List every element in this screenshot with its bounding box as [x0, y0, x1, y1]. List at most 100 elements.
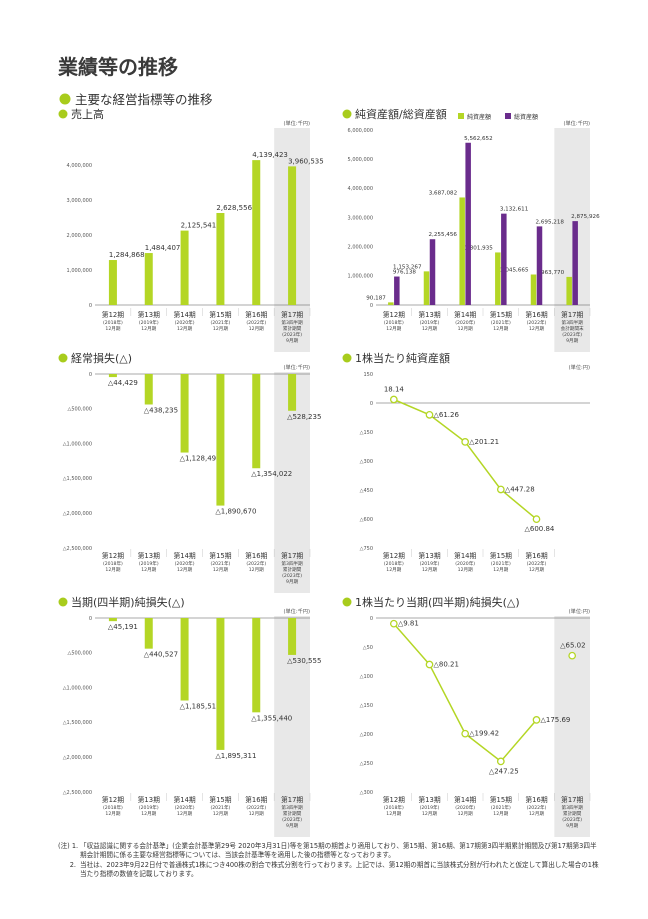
footnotes: (注) 1. 「収益認識に関する会計基準」(企業会計基準第29号 2020年3月… — [58, 842, 603, 880]
bar-net-assets — [566, 276, 572, 305]
data-point — [425, 410, 434, 419]
y-tick-label: 5,000,000 — [348, 157, 373, 163]
category-sublabel: 12月期 — [105, 811, 120, 817]
bar-net-assets — [495, 252, 501, 305]
chart-title: 売上高 — [71, 107, 104, 121]
chart-bullet-icon — [58, 353, 68, 363]
legend-label: 総資産額 — [514, 113, 538, 121]
bar-value-label: 963,770 — [541, 270, 565, 276]
bar — [216, 618, 225, 750]
bar-value-label: 2,255,456 — [429, 232, 458, 238]
category-sublabel: 9月期 — [566, 338, 579, 344]
shaded-column — [554, 128, 590, 352]
y-tick-label: △200 — [360, 732, 373, 738]
bar-value-label: △1,185,519 — [180, 703, 221, 711]
category-sublabel: (2021年) — [491, 319, 511, 326]
section-bullet-icon — [59, 93, 71, 105]
category-sublabel: (2021年) — [491, 560, 511, 567]
chart-title: 経常損失(△) — [71, 351, 132, 365]
bar-value-label: 90,187 — [366, 295, 386, 301]
category-sublabel: 12月期 — [386, 326, 401, 332]
bar-value-label: 1,284,868 — [109, 251, 145, 259]
category-sublabel: (2023年) — [282, 331, 302, 338]
point-value-label: △9.81 — [398, 620, 419, 628]
category-sublabel: 9月期 — [566, 823, 579, 829]
bar-net-assets — [459, 197, 465, 305]
category-sublabel: 12月期 — [422, 811, 437, 817]
chart-title: 当期(四半期)純損失(△) — [71, 595, 185, 609]
series-line — [393, 398, 537, 520]
category-label: 第13期 — [418, 795, 440, 804]
bar-total-assets — [429, 239, 436, 305]
bar — [144, 374, 153, 405]
unit-label: (単位:円) — [569, 607, 590, 615]
bar-total-assets — [501, 213, 507, 305]
category-label: 第12期 — [383, 795, 405, 804]
category-sublabel: (2019年) — [420, 560, 440, 567]
y-tick-label: △150 — [360, 703, 373, 709]
category-sublabel: (2019年) — [139, 804, 159, 811]
y-tick-label: 4,000,000 — [348, 186, 373, 192]
y-tick-label: 0 — [370, 401, 373, 407]
category-sublabel: 第3四半期 — [562, 804, 584, 811]
category-sublabel: (2019年) — [420, 804, 440, 811]
category-sublabel: (2020年) — [455, 804, 475, 811]
category-label: 第13期 — [418, 551, 440, 560]
category-sublabel: 会計期間末 — [561, 325, 584, 332]
category-label: 第13期 — [138, 795, 160, 804]
point-value-label: △201.21 — [469, 438, 499, 446]
y-tick-label: △250 — [360, 761, 373, 767]
data-point — [389, 619, 398, 628]
category-sublabel: 12月期 — [422, 567, 437, 573]
point-value-label: △247.25 — [489, 767, 519, 775]
chart-bullet-icon — [342, 109, 352, 119]
category-label: 第14期 — [173, 795, 195, 804]
category-sublabel: (2022年) — [527, 319, 547, 326]
chart-net-loss: 当期(四半期)純損失(△) (単位:千円) 0 △500,000 △1,000,000 △… — [58, 595, 321, 837]
category-label: 第12期 — [383, 551, 405, 560]
unit-label: (単位:千円) — [283, 119, 310, 127]
chart-bullet-icon — [58, 597, 68, 607]
category-label: 第14期 — [454, 310, 476, 319]
category-sublabel: 累計期間 — [283, 810, 302, 817]
category-sublabel: 12月期 — [493, 567, 508, 573]
category-sublabel: (2019年) — [420, 319, 440, 326]
bar-value-label: 4,139,423 — [252, 151, 288, 159]
category-sublabel: 12月期 — [529, 811, 544, 817]
bar-value-label: △1,355,440 — [251, 714, 292, 722]
category-label: 第17期 — [561, 795, 583, 804]
category-sublabel: 12月期 — [177, 326, 192, 332]
y-tick-label: △1,000,000 — [63, 685, 92, 691]
bar-value-label: 2,875,926 — [571, 214, 600, 220]
chart-title: 純資産額/総資産額 — [355, 107, 447, 121]
bar — [216, 213, 225, 305]
unit-label: (単位:千円) — [283, 363, 310, 371]
category-sublabel: 第3四半期 — [281, 804, 303, 811]
bar-net-assets — [530, 274, 537, 305]
y-tick-label: △2,500,000 — [63, 790, 92, 796]
chart-sales: 売上高 (単位:千円) 0 1,000,000 2,000,000 3,000,000 4,… — [58, 107, 324, 352]
unit-label: (単位:円) — [569, 363, 590, 371]
chart-ordinary-loss: 経常損失(△) (単位:千円) 0 △500,000 △1,000,000 △1,500,… — [58, 351, 321, 593]
y-tick-label: △300 — [360, 459, 373, 465]
bar — [108, 260, 117, 305]
category-label: 第16期 — [245, 795, 267, 804]
category-sublabel: (2022年) — [527, 804, 547, 811]
data-point — [568, 651, 577, 660]
category-sublabel: 12月期 — [249, 567, 264, 573]
category-label: 第17期 — [561, 310, 583, 319]
category-sublabel: (2018年) — [384, 319, 404, 326]
category-label: 第16期 — [525, 310, 547, 319]
category-sublabel: (2018年) — [103, 804, 123, 811]
category-label: 第15期 — [490, 310, 512, 319]
bar — [144, 618, 153, 649]
y-tick-label: 0 — [370, 616, 373, 622]
bar-value-label: △45,191 — [108, 623, 138, 631]
chart-title: 1株当たり当期(四半期)純損失(△) — [355, 595, 520, 609]
chart-eps: 1株当たり当期(四半期)純損失(△) (単位:円) 0 △50 △100 △150 △200… — [342, 595, 591, 837]
footnote-1-marker: (注) 1. — [58, 842, 79, 850]
category-sublabel: (2022年) — [246, 560, 266, 567]
bar-value-label: △530,555 — [287, 657, 321, 665]
point-value-label: △199.42 — [469, 730, 499, 738]
